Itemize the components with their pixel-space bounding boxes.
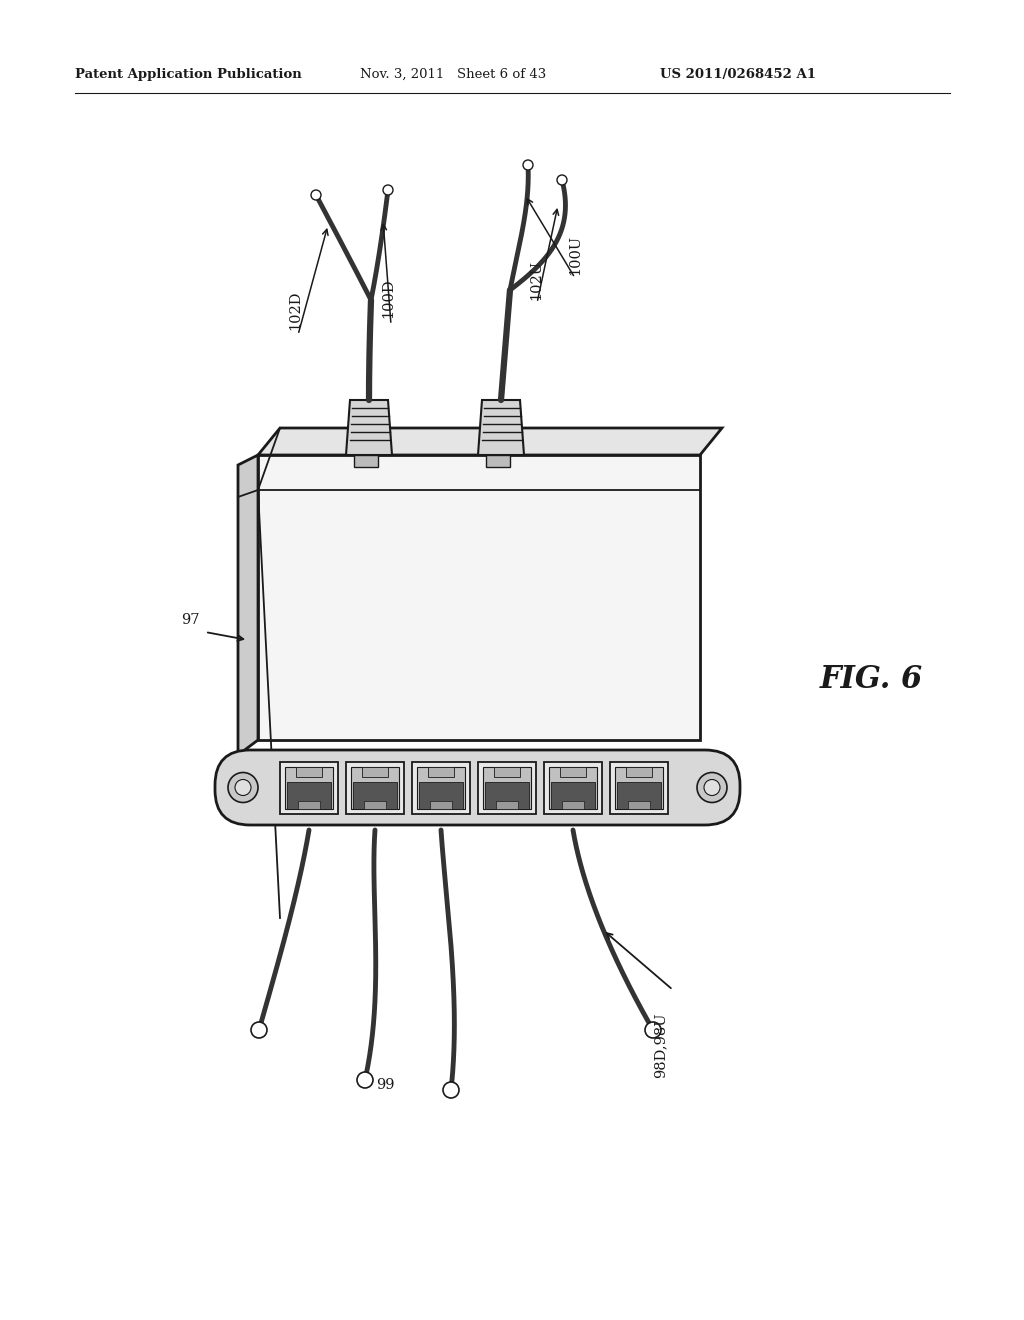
Text: Patent Application Publication: Patent Application Publication: [75, 69, 302, 81]
Bar: [361, 767, 388, 776]
Circle shape: [251, 1022, 267, 1038]
Text: FIG. 6: FIG. 6: [820, 664, 924, 696]
Text: 100D: 100D: [381, 279, 395, 318]
Bar: [285, 767, 333, 808]
Polygon shape: [486, 455, 510, 467]
Bar: [562, 800, 584, 808]
Bar: [353, 783, 397, 808]
Bar: [483, 767, 531, 808]
Bar: [365, 800, 386, 808]
Text: 102U: 102U: [529, 260, 543, 300]
Text: 99: 99: [376, 1078, 394, 1092]
Polygon shape: [258, 455, 700, 741]
Bar: [485, 783, 529, 808]
Bar: [544, 762, 602, 813]
Bar: [346, 762, 404, 813]
Polygon shape: [258, 428, 722, 455]
Circle shape: [697, 772, 727, 803]
Polygon shape: [238, 455, 258, 755]
Bar: [298, 800, 319, 808]
Text: 97: 97: [181, 612, 200, 627]
Circle shape: [557, 176, 567, 185]
Bar: [610, 762, 668, 813]
Circle shape: [357, 1072, 373, 1088]
Bar: [551, 783, 595, 808]
Bar: [629, 800, 649, 808]
Text: US 2011/0268452 A1: US 2011/0268452 A1: [660, 69, 816, 81]
Bar: [494, 767, 520, 776]
Text: 100U: 100U: [568, 235, 582, 275]
Circle shape: [443, 1082, 459, 1098]
Circle shape: [383, 185, 393, 195]
Polygon shape: [346, 400, 392, 455]
Bar: [428, 767, 455, 776]
Bar: [419, 783, 463, 808]
Bar: [478, 762, 536, 813]
Bar: [560, 767, 586, 776]
Bar: [626, 767, 652, 776]
Text: 102D: 102D: [288, 290, 302, 330]
Bar: [287, 783, 331, 808]
Circle shape: [234, 780, 251, 796]
Bar: [549, 767, 597, 808]
Bar: [497, 800, 517, 808]
Circle shape: [645, 1022, 662, 1038]
FancyBboxPatch shape: [215, 750, 740, 825]
Bar: [296, 767, 323, 776]
Bar: [615, 767, 663, 808]
Circle shape: [311, 190, 321, 201]
Bar: [351, 767, 399, 808]
Bar: [417, 767, 465, 808]
Bar: [412, 762, 470, 813]
Circle shape: [228, 772, 258, 803]
Polygon shape: [478, 400, 524, 455]
Text: 98D,98U: 98D,98U: [653, 1012, 667, 1077]
Polygon shape: [354, 455, 378, 467]
Bar: [617, 783, 662, 808]
Bar: [430, 800, 452, 808]
Circle shape: [523, 160, 534, 170]
Text: Nov. 3, 2011   Sheet 6 of 43: Nov. 3, 2011 Sheet 6 of 43: [360, 69, 546, 81]
Circle shape: [705, 780, 720, 796]
Bar: [280, 762, 338, 813]
